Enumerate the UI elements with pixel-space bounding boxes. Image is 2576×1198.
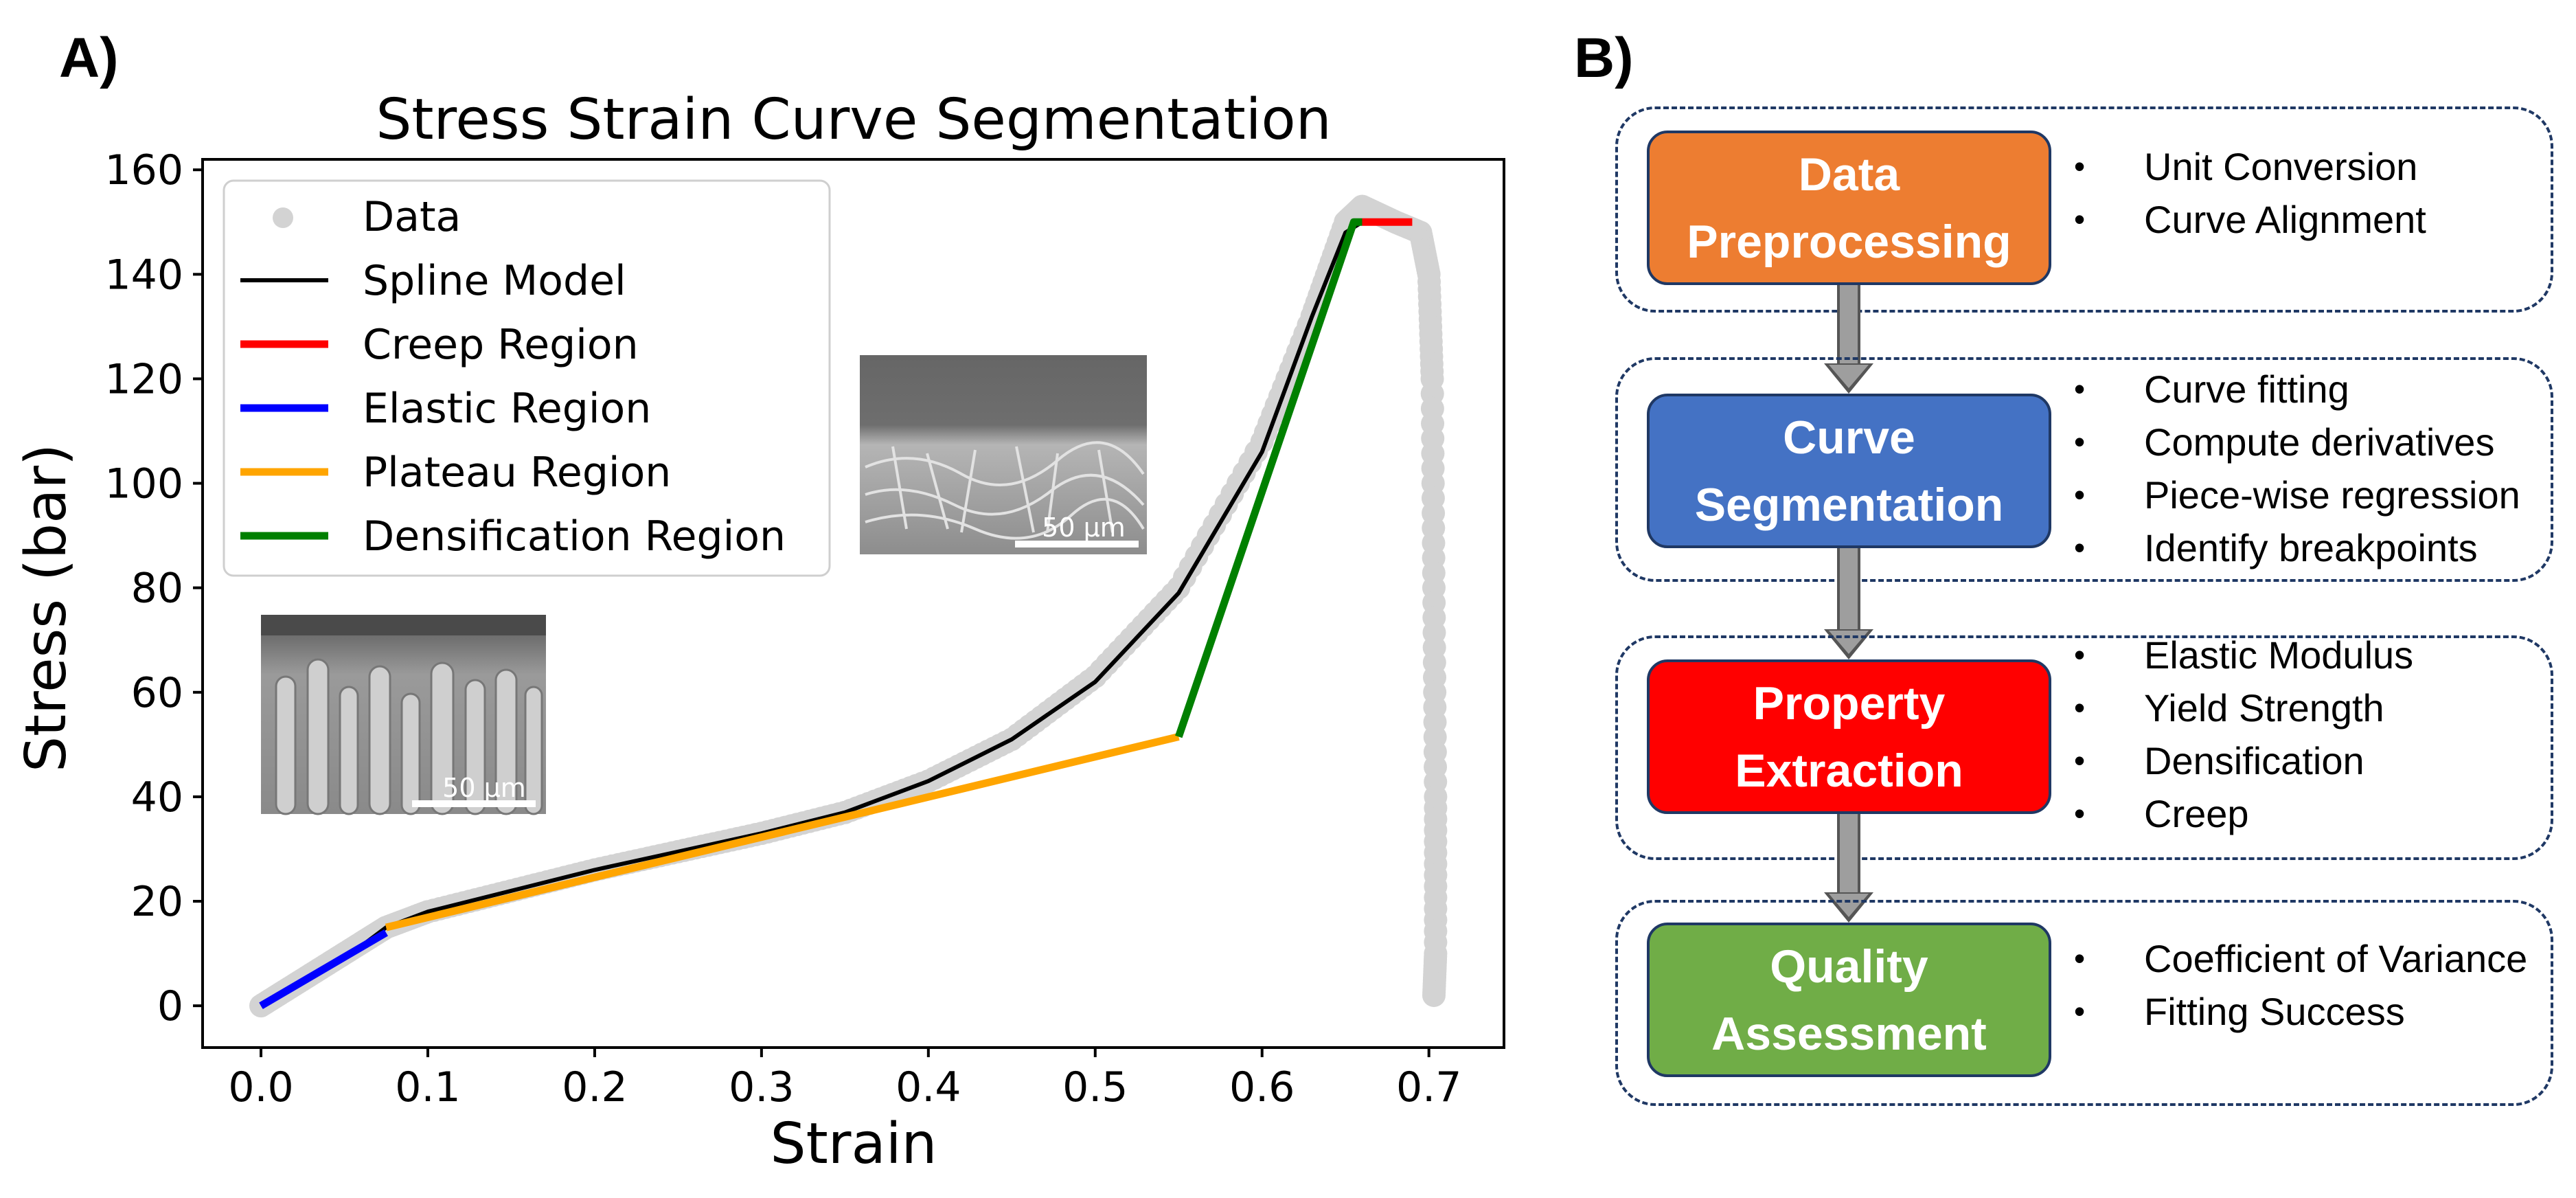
step-bullet: Creep (2074, 787, 2413, 840)
x-tick-label: 0.3 (729, 1063, 794, 1111)
x-tick-label: 0.7 (1396, 1063, 1461, 1111)
panel-a-label: A) (59, 27, 119, 89)
legend-label: Plateau Region (363, 449, 671, 497)
series-line-densification-region (1175, 218, 1363, 738)
legend-label: Creep Region (363, 321, 639, 369)
chart-legend: Data Spline Model Creep Region Elastic Regi… (223, 179, 831, 577)
x-tick-label: 0.0 (228, 1063, 293, 1111)
step-bullet: Densification (2074, 734, 2413, 787)
flow-arrow-head (1824, 363, 1873, 394)
y-tick-label: 20 (131, 878, 183, 926)
step-box: Property Extraction (1647, 659, 2051, 814)
plot-frame (201, 158, 1505, 1049)
panel-b-label: B) (1574, 27, 1634, 89)
sem-inset-columnar: 50 µm (261, 615, 546, 815)
legend-label: Spline Model (363, 257, 626, 305)
step-box: Data Preprocessing (1647, 131, 2051, 285)
inset-scale-label: 50 µm (1042, 512, 1126, 543)
inset-scale-label: 50 µm (442, 773, 526, 803)
step-bullet: Fitting Success (2074, 985, 2527, 1038)
y-tick-label: 160 (104, 146, 183, 194)
x-tick-label: 0.5 (1062, 1063, 1128, 1111)
legend-label: Densification Region (363, 512, 786, 561)
y-tick-label: 60 (131, 669, 183, 717)
y-tick-label: 140 (104, 251, 183, 299)
x-tick-label: 0.6 (1229, 1063, 1295, 1111)
y-tick-label: 100 (104, 460, 183, 508)
step-group (1615, 900, 2553, 1106)
y-tick-label: 0 (157, 982, 183, 1030)
step-bullet: Identify breakpoints (2074, 521, 2520, 574)
step-bullet: Elastic Modulus (2074, 629, 2413, 681)
data-point (1422, 983, 1446, 1007)
step-bullet-list: Unit ConversionCurve Alignment (2074, 140, 2426, 246)
step-box: Quality Assessment (1647, 923, 2051, 1077)
step-bullet: Curve Alignment (2074, 193, 2426, 246)
x-axis-label: Strain (771, 1111, 937, 1177)
step-bullet-list: Coefficient of VarianceFitting Success (2074, 932, 2527, 1038)
step-bullet: Coefficient of Variance (2074, 932, 2527, 985)
flow-arrow-head (1824, 892, 1873, 923)
flow-arrow-head (1824, 629, 1873, 659)
step-bullet: Curve fitting (2074, 363, 2520, 416)
stress-strain-chart: Stress Strain Curve Segmentation Strain … (14, 87, 1505, 1177)
step-bullet: Unit Conversion (2074, 140, 2426, 193)
flow-arrow (1837, 548, 1860, 631)
x-tick-label: 0.2 (562, 1063, 627, 1111)
flow-arrow (1837, 285, 1860, 365)
step-box: Curve Segmentation (1647, 394, 2051, 548)
legend-label: Elastic Region (363, 385, 651, 433)
x-tick-label: 0.4 (896, 1063, 961, 1111)
step-bullet: Yield Strength (2074, 681, 2413, 734)
legend-marker (273, 207, 293, 228)
step-group (1615, 106, 2553, 313)
y-tick-label: 120 (104, 355, 183, 403)
series-line-elastic-region (259, 929, 388, 1009)
y-axis-label: Stress (bar) (14, 444, 79, 772)
step-bullet: Piece-wise regression (2074, 468, 2520, 521)
legend-label: Data (363, 193, 461, 241)
step-bullet: Compute derivatives (2074, 416, 2520, 468)
sem-inset-layered: 50 µm (860, 355, 1147, 554)
flow-arrow (1837, 814, 1860, 894)
x-tick-label: 0.1 (395, 1063, 460, 1111)
chart-title: Stress Strain Curve Segmentation (376, 87, 1331, 152)
y-tick-label: 40 (131, 773, 183, 822)
plot-area (249, 194, 1448, 1018)
step-bullet-list: Elastic ModulusYield StrengthDensificati… (2074, 629, 2413, 840)
y-tick-label: 80 (131, 565, 183, 613)
axis-ticks: 0.0 0.1 0.2 0.3 0.4 0.5 0.6 0.7 0 20 40 60 80 100 120 1… (104, 146, 1461, 1111)
series-line-plateau-region (385, 733, 1180, 931)
step-bullet-list: Curve fittingCompute derivativesPiece-wi… (2074, 363, 2520, 574)
step-group (1615, 357, 2553, 582)
